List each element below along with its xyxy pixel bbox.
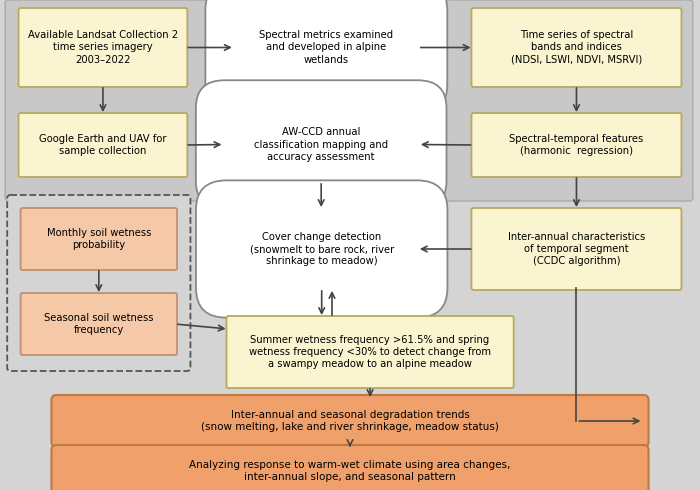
Text: AW-CCD annual
classification mapping and
accuracy assessment: AW-CCD annual classification mapping and… bbox=[254, 127, 388, 162]
FancyBboxPatch shape bbox=[205, 0, 447, 114]
FancyBboxPatch shape bbox=[20, 208, 177, 270]
Text: Spectral metrics examined
and developed in alpine
wetlands: Spectral metrics examined and developed … bbox=[259, 30, 393, 65]
FancyBboxPatch shape bbox=[7, 195, 190, 371]
FancyBboxPatch shape bbox=[472, 113, 682, 177]
FancyBboxPatch shape bbox=[196, 80, 447, 209]
Text: Summer wetness frequency >61.5% and spring
wetness frequency <30% to detect chan: Summer wetness frequency >61.5% and spri… bbox=[249, 335, 491, 369]
Text: Available Landsat Collection 2
time series imagery
2003–2022: Available Landsat Collection 2 time seri… bbox=[28, 30, 178, 65]
FancyBboxPatch shape bbox=[52, 395, 648, 447]
Text: Analyzing response to warm-wet climate using area changes,
inter-annual slope, a: Analyzing response to warm-wet climate u… bbox=[189, 460, 511, 482]
FancyBboxPatch shape bbox=[196, 180, 447, 318]
FancyBboxPatch shape bbox=[227, 316, 514, 388]
Text: Cover change detection
(snowmelt to bare rock, river
shrinkage to meadow): Cover change detection (snowmelt to bare… bbox=[250, 232, 394, 267]
FancyBboxPatch shape bbox=[18, 113, 188, 177]
Text: Google Earth and UAV for
sample collection: Google Earth and UAV for sample collecti… bbox=[39, 134, 167, 156]
FancyBboxPatch shape bbox=[472, 8, 682, 87]
FancyBboxPatch shape bbox=[52, 445, 648, 490]
Text: Inter-annual characteristics
of temporal segment
(CCDC algorithm): Inter-annual characteristics of temporal… bbox=[508, 232, 645, 267]
Text: Time series of spectral
bands and indices
(NDSI, LSWI, NDVI, MSRVI): Time series of spectral bands and indice… bbox=[511, 30, 642, 65]
FancyBboxPatch shape bbox=[5, 0, 693, 201]
Text: Seasonal soil wetness
frequency: Seasonal soil wetness frequency bbox=[44, 313, 153, 335]
FancyBboxPatch shape bbox=[472, 208, 682, 290]
Text: Monthly soil wetness
probability: Monthly soil wetness probability bbox=[47, 228, 151, 250]
FancyBboxPatch shape bbox=[20, 293, 177, 355]
FancyBboxPatch shape bbox=[18, 8, 188, 87]
Text: Spectral-temporal features
(harmonic  regression): Spectral-temporal features (harmonic reg… bbox=[510, 134, 643, 156]
Text: Inter-annual and seasonal degradation trends
(snow melting, lake and river shrin: Inter-annual and seasonal degradation tr… bbox=[201, 410, 499, 432]
